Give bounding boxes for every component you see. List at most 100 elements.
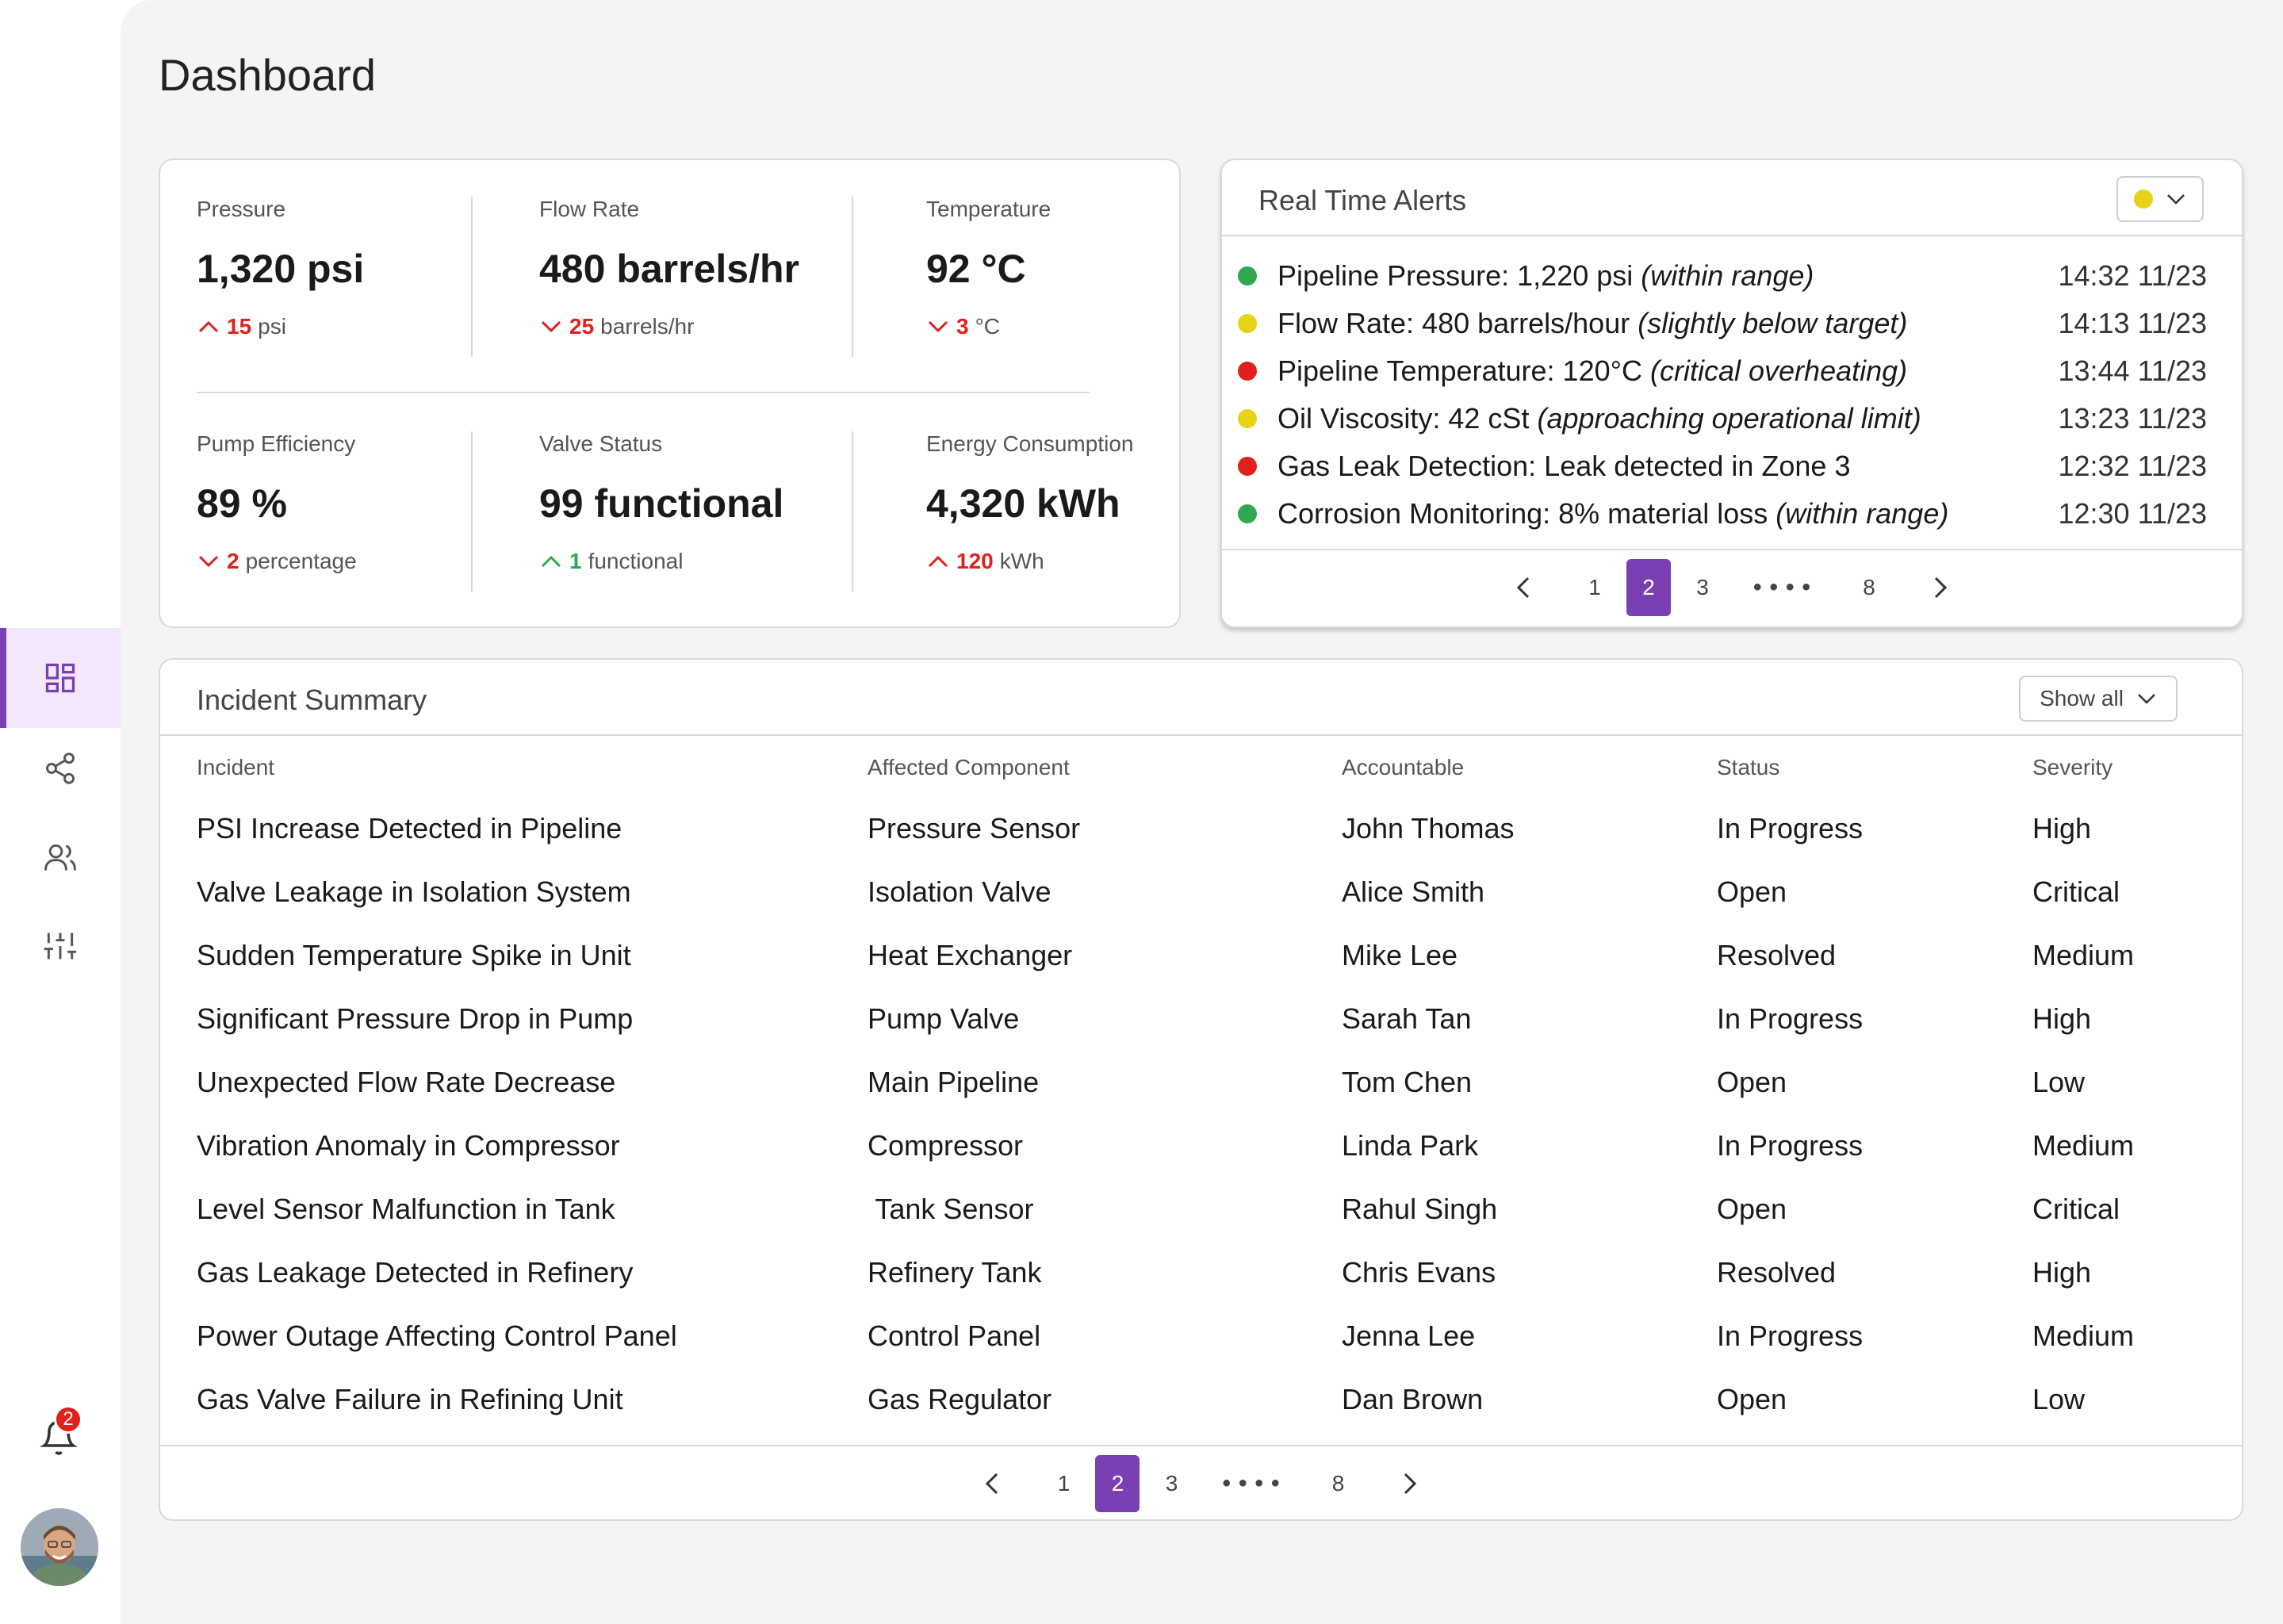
kpi-energy-consumption: Energy Consumption 4,320 kWh 120 kWh [926,431,1259,574]
alerts-title: Real Time Alerts [1258,184,1467,216]
table-cell[interactable]: Power Outage Affecting Control Panel [197,1320,677,1352]
chevron-down-icon [198,555,219,568]
kpi-delta: 1 functional [539,549,872,574]
alert-status-dot [1238,504,1257,523]
alert-message: Pipeline Pressure: 1,220 psi (within ran… [1277,259,1814,292]
page-8-button[interactable]: 8 [1863,575,1875,599]
kpi-label: Flow Rate [539,197,640,221]
table-cell: Resolved [1717,1256,1837,1289]
prev-page-button[interactable] [970,1455,1014,1512]
table-cell: Open [1717,1383,1787,1415]
divider [852,197,853,357]
table-cell: Rahul Singh [1342,1193,1498,1225]
avatar[interactable] [21,1508,98,1586]
prev-page-button[interactable] [1501,559,1546,616]
pagination-ellipsis: •••• [1222,1470,1288,1496]
alert-message: Gas Leak Detection: Leak detected in Zon… [1277,450,1851,482]
chevron-up-icon [928,555,948,568]
table-cell[interactable]: Unexpected Flow Rate Decrease [197,1066,616,1098]
alert-note: (slightly below target) [1638,307,1908,339]
chevron-down-icon [541,320,561,333]
alert-item[interactable]: Pipeline Pressure: 1,220 psi (within ran… [1238,252,2207,300]
table-cell[interactable]: Sudden Temperature Spike in Unit [197,939,631,971]
page-2-button[interactable]: 2 [1626,559,1671,616]
table-cell: Refinery Tank [868,1256,1042,1289]
kpi-delta-unit: functional [588,549,684,573]
kpi-delta-value: 3 [956,314,969,339]
kpi-delta-value: 1 [569,549,582,573]
page-1-button[interactable]: 1 [1057,1471,1071,1496]
next-page-button[interactable] [1388,1455,1432,1512]
kpi-label: Valve Status [539,431,663,456]
kpi-delta: 25 barrels/hr [539,314,872,339]
kpi-card: Pressure 1,320 psi 15 psi Flow Rate 480 barre… [159,159,1181,628]
table-cell[interactable]: Gas Valve Failure in Refining Unit [197,1383,623,1415]
chevron-down-icon [2138,694,2155,704]
table-cell: Low [2032,1066,2086,1098]
table-cell[interactable]: Significant Pressure Drop in Pump [197,1002,634,1035]
divider [471,431,473,592]
page-2-button[interactable]: 2 [1095,1455,1140,1512]
table-cell[interactable]: Valve Leakage in Isolation System [197,875,631,908]
dashboard-icon [45,663,75,693]
kpi-label: Pump Efficiency [197,431,356,456]
kpi-flow-rate: Flow Rate 480 barrels/hr 25 barrels/hr [539,197,872,339]
kpi-delta-unit: kWh [999,549,1044,573]
alert-item[interactable]: Oil Viscosity: 42 cSt (approaching opera… [1238,395,2207,442]
nav-share[interactable] [0,718,121,818]
nav-dashboard[interactable] [0,628,121,728]
table-cell: Linda Park [1342,1129,1479,1162]
alert-item[interactable]: Gas Leak Detection: Leak detected in Zon… [1238,442,2207,490]
kpi-label: Temperature [926,197,1051,221]
alerts-pagination: 1 2 3 •••• 8 [1222,549,2242,625]
page-3-button[interactable]: 3 [1696,575,1709,599]
alert-item[interactable]: Flow Rate: 480 barrels/hour (slightly be… [1238,300,2207,347]
chevron-down-icon [928,320,948,333]
pagination-ellipsis: •••• [1752,574,1818,600]
table-cell: Alice Smith [1342,875,1485,908]
alert-message: Oil Viscosity: 42 cSt (approaching opera… [1277,402,1921,435]
column-header-accountable: Accountable [1342,755,1465,779]
nav-users[interactable] [0,807,121,907]
table-cell: In Progress [1717,812,1864,845]
divider [197,392,1090,393]
alert-item[interactable]: Corrosion Monitoring: 8% material loss (… [1238,490,2207,538]
table-cell: In Progress [1717,1002,1864,1035]
kpi-temperature: Temperature 92 °C 3 °C [926,197,1259,339]
alert-time: 14:13 11/23 [2058,307,2207,339]
column-header-status: Status [1717,755,1780,779]
kpi-valve-status: Valve Status 99 functional 1 functional [539,431,872,574]
table-cell: Critical [2032,875,2120,908]
nav-settings[interactable] [0,896,121,996]
kpi-pump-efficiency: Pump Efficiency 89 % 2 percentage [197,431,530,574]
table-cell: Resolved [1717,939,1837,971]
table-cell: Gas Regulator [868,1383,1052,1415]
kpi-delta: 2 percentage [197,549,530,574]
kpi-value: 1,320 psi [197,247,365,291]
user-avatar-image [21,1508,98,1586]
table-cell[interactable]: PSI Increase Detected in Pipeline [197,812,622,845]
table-cell: Medium [2032,1320,2135,1352]
alert-filter-dropdown[interactable] [2116,176,2204,222]
notification-badge: 2 [54,1405,82,1434]
page-3-button[interactable]: 3 [1165,1471,1178,1496]
incident-filter-dropdown[interactable]: Show all [2019,676,2178,722]
table-cell: Medium [2032,939,2135,971]
chevron-right-icon [1934,576,1948,599]
alert-time: 13:44 11/23 [2058,354,2207,387]
page-8-button[interactable]: 8 [1331,1471,1345,1496]
kpi-delta-value: 15 [227,314,252,339]
table-cell[interactable]: Gas Leakage Detected in Refinery [197,1256,634,1289]
table-cell: John Thomas [1342,812,1515,845]
next-page-button[interactable] [1918,559,1963,616]
table-cell[interactable]: Vibration Anomaly in Compressor [197,1129,620,1162]
table-cell: High [2032,812,2092,845]
incidents-pagination: 1 2 3 •••• 8 [160,1445,2242,1521]
page-1-button[interactable]: 1 [1588,575,1601,599]
kpi-label: Pressure [197,197,286,221]
table-cell: Pressure Sensor [868,812,1081,845]
alert-message: Pipeline Temperature: 120°C (critical ov… [1277,354,1908,387]
table-cell[interactable]: Level Sensor Malfunction in Tank [197,1193,615,1225]
column-header-severity: Severity [2032,755,2113,779]
alert-item[interactable]: Pipeline Temperature: 120°C (critical ov… [1238,347,2207,395]
